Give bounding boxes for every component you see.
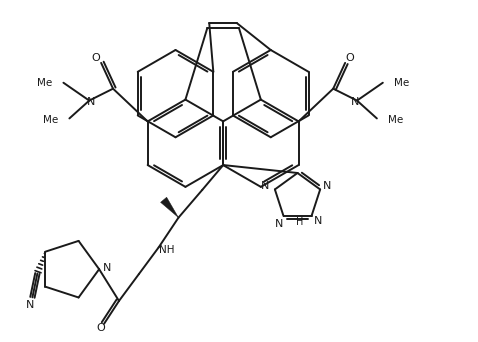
Text: Me: Me xyxy=(43,115,58,126)
Text: Me: Me xyxy=(388,115,403,126)
Polygon shape xyxy=(161,197,178,218)
Text: N: N xyxy=(261,182,269,192)
Text: N: N xyxy=(26,300,34,310)
Text: N: N xyxy=(314,216,323,226)
Text: N: N xyxy=(275,219,284,229)
Text: N: N xyxy=(87,96,96,107)
Text: N: N xyxy=(323,182,331,192)
Text: N: N xyxy=(103,263,111,273)
Text: N: N xyxy=(351,96,359,107)
Text: H: H xyxy=(296,217,303,227)
Text: O: O xyxy=(346,53,355,63)
Text: Me: Me xyxy=(37,78,53,88)
Text: O: O xyxy=(97,323,106,333)
Text: NH: NH xyxy=(159,245,174,255)
Text: O: O xyxy=(92,53,100,63)
Text: Me: Me xyxy=(394,78,409,88)
